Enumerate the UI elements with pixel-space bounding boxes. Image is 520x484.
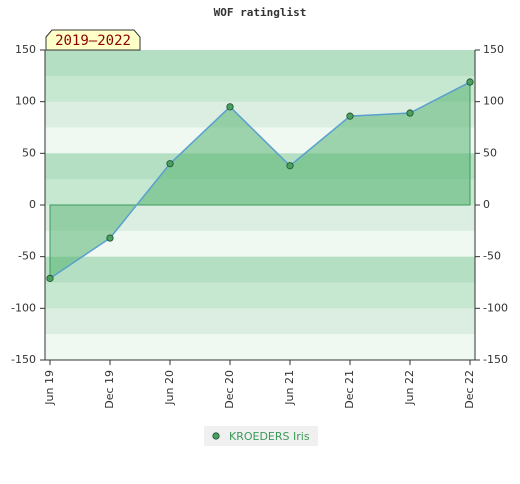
y2-tick-label: 0 [483,198,490,211]
x-tick-label: Jun 19 [43,370,56,406]
legend-box [204,426,318,446]
plot-band [45,282,475,309]
y-tick-label: -100 [11,301,36,314]
plot-band [45,334,475,361]
y2-tick-label: 100 [483,95,504,108]
y-tick-label: 50 [22,146,36,159]
x-tick-label: Dec 20 [223,370,236,409]
point [466,78,474,86]
line [49,81,471,279]
chart-title: WOF ratinglist [214,6,307,19]
plot-band [45,308,475,335]
y-tick-label: 150 [15,43,36,56]
x-tick-label: Dec 19 [103,370,116,409]
point [166,160,174,168]
plot-band [45,50,475,77]
point [346,112,354,120]
x-tick-label: Jun 21 [283,370,296,406]
plot-band [45,230,475,258]
y2-tick-label: -150 [483,353,508,366]
point [106,234,114,242]
y2-tick-label: 50 [483,146,497,159]
point [226,103,234,111]
y2-tick-label: -50 [483,250,501,263]
point [406,109,414,117]
legend-marker [212,432,220,440]
y2-tick-label: -100 [483,301,508,314]
y2-tick-label: 150 [483,43,504,56]
annotation: 2019–2022 [55,33,131,49]
plot-band [45,75,475,103]
y-tick-label: 0 [29,198,36,211]
plot-band [45,256,475,283]
point [286,162,294,170]
x-tick-label: Jun 20 [163,370,176,406]
legend-label: KROEDERS Iris [229,430,310,443]
x-tick-label: Dec 22 [463,370,476,409]
annotation-box [45,29,141,51]
y-tick-label: -50 [18,250,36,263]
y-tick-label: -150 [11,353,36,366]
x-tick-label: Jun 22 [403,370,416,406]
y-tick-label: 100 [15,95,36,108]
point [46,274,54,282]
x-tick-label: Dec 21 [343,370,356,409]
